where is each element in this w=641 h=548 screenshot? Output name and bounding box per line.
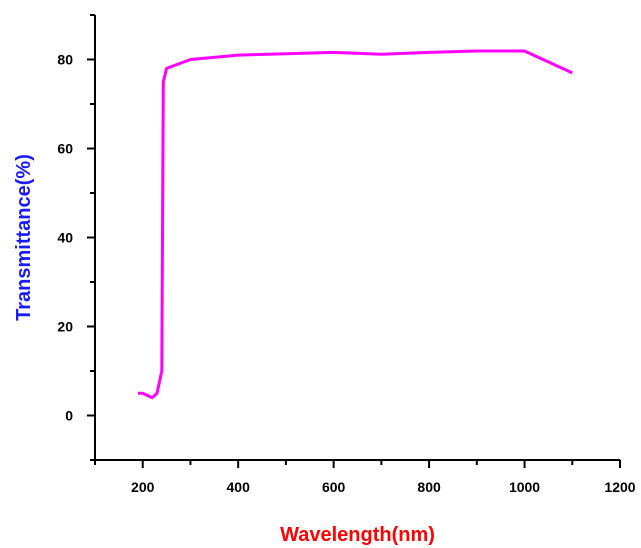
y-tick-label: 60 [57,141,73,157]
y-tick-label: 80 [57,52,73,68]
ticks [87,14,621,468]
x-tick-label: 1200 [604,479,635,495]
y-tick-label: 20 [57,319,73,335]
x-tick-label: 800 [417,479,441,495]
y-tick-label: 0 [65,408,73,424]
series-line [138,49,573,400]
y-axis-title: Transmittance(%) [13,154,35,321]
x-axis-title: Wavelength(nm) [280,524,435,546]
y-tick-label: 40 [57,230,73,246]
axes [94,15,620,461]
tick-labels: 200 400 600 800 1000 1200 0 20 40 60 80 [57,52,635,496]
x-tick-label: 200 [131,479,155,495]
x-tick-label: 1000 [509,479,540,495]
x-tick-label: 400 [227,479,251,495]
x-tick-label: 600 [322,479,346,495]
